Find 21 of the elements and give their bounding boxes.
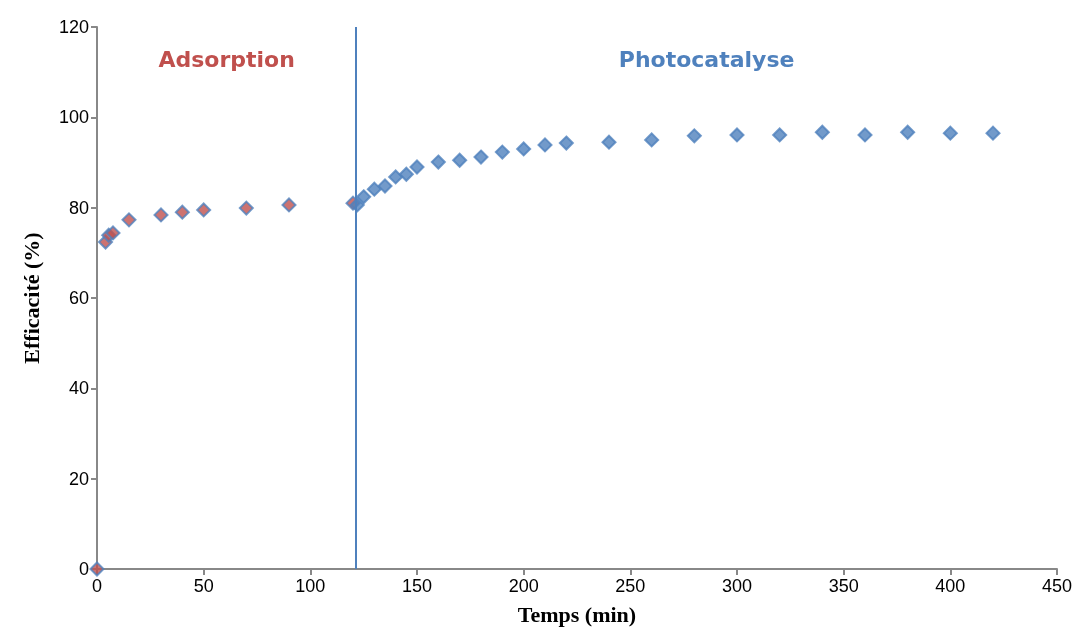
y-tick-label: 20 [68,468,89,489]
y-tick-label: 80 [68,197,89,218]
x-tick-label: 300 [721,576,753,596]
x-tick-label: 400 [935,576,966,596]
x-tick-label: 350 [828,576,859,596]
x-axis-title: Temps (min) [517,601,637,627]
x-tick-label: 0 [91,576,103,596]
x-tick-label: 250 [615,576,646,596]
y-tick-label: 40 [68,378,89,399]
annotation: Photocatalyse [618,47,795,73]
x-tick-label: 450 [1041,576,1073,596]
x-tick-label: 50 [193,576,214,596]
y-tick-label: 60 [68,288,89,308]
x-tick-label: 200 [508,576,539,596]
annotation: Adsorption [158,47,295,73]
y-tick-label: 0 [78,559,89,579]
x-tick-label: 100 [295,576,326,596]
y-tick-label: 120 [58,17,89,37]
y-tick-label: 100 [58,107,89,128]
x-tick-label: 150 [401,576,433,596]
y-axis-title: Efficacité (%) [18,232,44,364]
